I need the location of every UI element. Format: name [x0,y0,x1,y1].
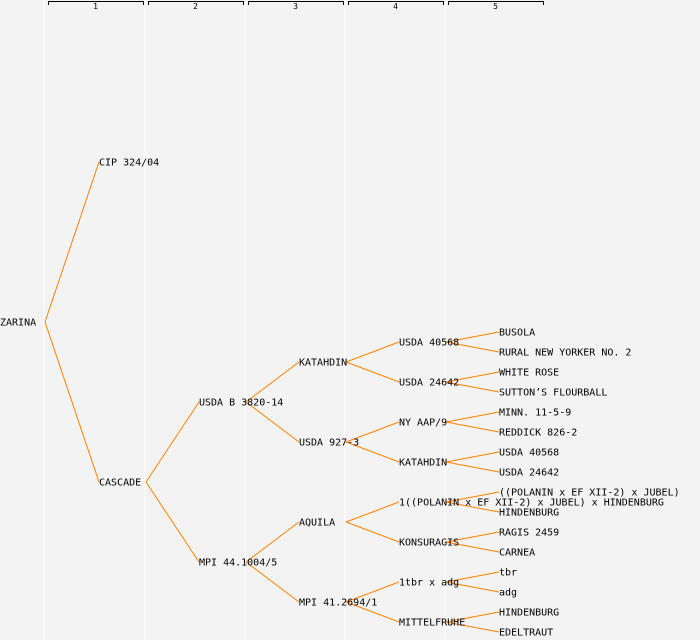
pedigree-edge [445,541,500,553]
column-bracket [348,1,444,5]
pedigree-edge [445,571,500,583]
pedigree-node[interactable]: KATAHDIN [399,458,447,469]
pedigree-edge [445,341,500,353]
pedigree-node[interactable]: EDELTRAUT [499,628,553,639]
pedigree-node[interactable]: REDDICK 826-2 [499,428,577,439]
pedigree-edge [245,561,300,603]
pedigree-node[interactable]: USDA 40568 [399,338,459,349]
pedigree-node[interactable]: AQUILA [299,518,335,529]
pedigree-edge [345,581,400,603]
pedigree-node[interactable]: adg [499,588,517,599]
pedigree-node[interactable]: 1tbr x adg [399,578,459,589]
pedigree-edge [445,461,500,473]
pedigree-node[interactable]: RURAL NEW YORKER NO. 2 [499,348,631,359]
column-bracket [48,1,144,5]
pedigree-edge [445,581,500,593]
pedigree-node[interactable]: USDA 927-3 [299,438,359,449]
column-number: 2 [193,2,198,11]
pedigree-node[interactable]: NY AAP/9 [399,418,447,429]
column-number: 3 [293,2,298,11]
pedigree-node[interactable]: MPI 44.1004/5 [199,558,277,569]
pedigree-node[interactable]: MPI 41.2694/1 [299,598,377,609]
pedigree-node[interactable]: CASCADE [99,478,141,489]
edges [44,161,500,633]
pedigree-node[interactable]: HINDENBURG [499,508,559,519]
pedigree-edge [445,621,500,633]
pedigree-edge [44,161,100,323]
column-header-3: 3 [248,1,344,11]
pedigree-node[interactable]: RAGIS 2459 [499,528,559,539]
pedigree-node[interactable]: CIP 324/04 [99,158,159,169]
column-bracket [148,1,244,5]
pedigree-node[interactable]: ZARINA [0,318,36,329]
pedigree-edge [445,411,500,423]
pedigree-edge [245,521,300,563]
pedigree-node[interactable]: CARNEA [499,548,535,559]
pedigree-edge [345,341,400,363]
pedigree-node[interactable]: 1((POLANIN x EF XII-2) x JUBEL) x HINDEN… [399,498,664,509]
column-header-2: 2 [148,1,244,11]
pedigree-node[interactable]: USDA 40568 [499,448,559,459]
pedigree-node[interactable]: MINN. 11-5-9 [499,408,571,419]
pedigree-node[interactable]: WHITE ROSE [499,368,559,379]
column-number: 4 [393,2,398,11]
column-bracket [448,1,544,5]
pedigree-node[interactable]: SUTTON’S FLOURBALL [499,388,607,399]
column-header-4: 4 [348,1,444,11]
pedigree-edge [345,501,400,523]
pedigree-edge [445,531,500,543]
pedigree-edge [445,491,500,503]
pedigree-edge [445,611,500,623]
column-header-1: 1 [48,1,144,11]
pedigree-edge [145,481,200,563]
pedigree-edge [44,321,100,483]
pedigree-edge [445,421,500,433]
pedigree-edge [245,361,300,403]
pedigree-edge [145,401,200,483]
pedigree-node[interactable]: USDA 24642 [499,468,559,479]
pedigree-node[interactable]: BUSOLA [499,328,535,339]
pedigree-edge [445,451,500,463]
pedigree-node[interactable]: USDA B 3820-14 [199,398,283,409]
column-number: 5 [493,2,498,11]
pedigree-node[interactable]: tbr [499,568,517,579]
pedigree-edge [345,441,400,463]
pedigree-node[interactable]: MITTELFRUHE [399,618,465,629]
column-bracket [248,1,344,5]
pedigree-edge [345,361,400,383]
column-header-5: 5 [448,1,544,11]
pedigree-node[interactable]: KONSURAGIS [399,538,459,549]
pedigree-edge [445,371,500,383]
pedigree-edge [445,381,500,393]
pedigree-edge [345,521,400,543]
pedigree-edge [445,501,500,513]
column-number: 1 [93,2,98,11]
pedigree-node[interactable]: ((POLANIN x EF XII-2) x JUBEL) [499,488,680,499]
pedigree-edge [345,601,400,623]
pedigree-edge [345,421,400,443]
nodes: ZARINA CIP 324/04 CASCADE USDA B 3820-14 KAT… [0,158,680,639]
pedigree-edge [245,401,300,443]
pedigree-node[interactable]: HINDENBURG [499,608,559,619]
pedigree-edge [445,331,500,343]
pedigree-node[interactable]: KATAHDIN [299,358,347,369]
pedigree-node[interactable]: USDA 24642 [399,378,459,389]
